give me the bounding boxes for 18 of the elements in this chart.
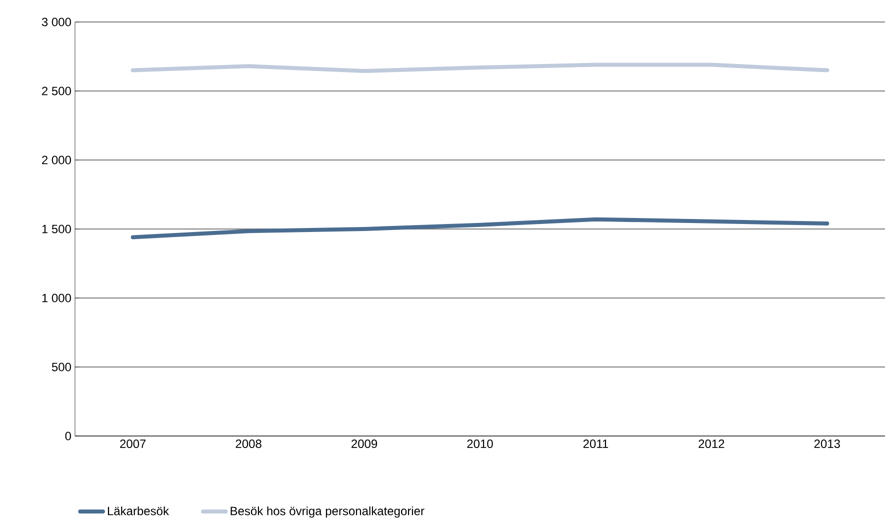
y-tick-label: 0 <box>65 432 72 440</box>
x-tick-label: 2011 <box>583 440 608 448</box>
legend-label: Besök hos övriga personalkategorier <box>230 506 424 518</box>
y-tick-label: 2 000 <box>42 156 71 164</box>
x-tick-label: 2013 <box>814 440 840 448</box>
x-tick-label: 2008 <box>236 440 262 448</box>
y-tick-label: 500 <box>52 362 71 372</box>
line-series <box>130 217 830 240</box>
legend-label: Läkarbesök <box>108 506 170 516</box>
y-tick-label: 2 500 <box>42 86 71 96</box>
y-tick-label: 3 000 <box>42 18 71 26</box>
x-tick-label: 2010 <box>467 440 493 448</box>
line-series <box>130 62 830 73</box>
x-tick-label: 2009 <box>352 440 378 448</box>
x-tick-label: 2012 <box>698 440 724 448</box>
y-tick-label: 1 500 <box>42 224 71 234</box>
x-tick-label: 2007 <box>120 440 146 448</box>
y-tick-label: 1 000 <box>42 294 71 302</box>
